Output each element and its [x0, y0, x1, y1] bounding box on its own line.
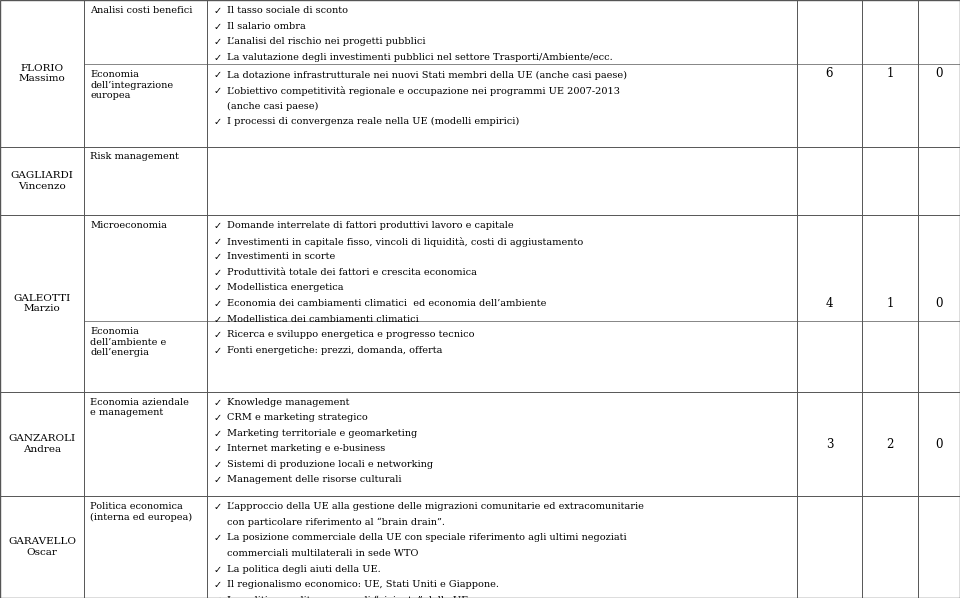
- Text: Il salario ombra: Il salario ombra: [227, 22, 305, 30]
- Text: 4: 4: [826, 297, 833, 310]
- Text: ✓: ✓: [213, 86, 221, 96]
- Text: 1: 1: [886, 67, 894, 80]
- Text: 6: 6: [826, 67, 833, 80]
- Text: Risk management: Risk management: [90, 152, 180, 161]
- Text: I processi di convergenza reale nella UE (modelli empirici): I processi di convergenza reale nella UE…: [227, 117, 518, 126]
- Text: Modellistica energetica: Modellistica energetica: [227, 283, 343, 292]
- Text: 0: 0: [935, 67, 943, 80]
- Text: con particolare riferimento al “brain drain”.: con particolare riferimento al “brain dr…: [227, 518, 444, 527]
- Text: Fonti energetiche: prezzi, domanda, offerta: Fonti energetiche: prezzi, domanda, offe…: [227, 346, 442, 355]
- Text: La posizione commerciale della UE con speciale riferimento agli ultimi negoziati: La posizione commerciale della UE con sp…: [227, 533, 626, 542]
- Text: ✓: ✓: [213, 221, 221, 231]
- Text: ✓: ✓: [213, 346, 221, 356]
- Text: ✓: ✓: [213, 460, 221, 470]
- Text: ✓: ✓: [213, 330, 221, 340]
- Text: Domande interrelate di fattori produttivi lavoro e capitale: Domande interrelate di fattori produttiv…: [227, 221, 514, 230]
- Text: La politica degli aiuti della UE.: La politica degli aiuti della UE.: [227, 565, 380, 573]
- Text: ✓: ✓: [213, 22, 221, 32]
- Text: Produttività totale dei fattori e crescita economica: Produttività totale dei fattori e cresci…: [227, 268, 476, 277]
- Text: ✓: ✓: [213, 533, 221, 544]
- Text: ✓: ✓: [213, 283, 221, 294]
- Text: Management delle risorse culturali: Management delle risorse culturali: [227, 475, 401, 484]
- Text: Il tasso sociale di sconto: Il tasso sociale di sconto: [227, 6, 348, 15]
- Text: ✓: ✓: [213, 596, 221, 598]
- Text: ✓: ✓: [213, 53, 221, 63]
- Text: ✓: ✓: [213, 71, 221, 81]
- Text: Politica economica
(interna ed europea): Politica economica (interna ed europea): [90, 502, 192, 522]
- Text: GAGLIARDI
Vincenzo: GAGLIARDI Vincenzo: [11, 171, 74, 191]
- Text: Modellistica dei cambiamenti climatici: Modellistica dei cambiamenti climatici: [227, 315, 419, 324]
- Text: 0: 0: [935, 438, 943, 450]
- Text: ✓: ✓: [213, 237, 221, 247]
- Text: Investimenti in capitale fisso, vincoli di liquidità, costi di aggiustamento: Investimenti in capitale fisso, vincoli …: [227, 237, 583, 246]
- Text: Economia
dell’integrazione
europea: Economia dell’integrazione europea: [90, 71, 174, 100]
- Text: ✓: ✓: [213, 117, 221, 127]
- Text: La politica mediterranea e di “vicinato” della UE: La politica mediterranea e di “vicinato”…: [227, 596, 468, 598]
- Text: ✓: ✓: [213, 413, 221, 423]
- Text: ✓: ✓: [213, 268, 221, 278]
- Text: Il regionalismo economico: UE, Stati Uniti e Giappone.: Il regionalismo economico: UE, Stati Uni…: [227, 580, 498, 589]
- Text: 0: 0: [935, 297, 943, 310]
- Text: 1: 1: [886, 297, 894, 310]
- Text: Economia aziendale
e management: Economia aziendale e management: [90, 398, 189, 417]
- Text: ✓: ✓: [213, 565, 221, 575]
- Text: L’obiettivo competitività regionale e occupazione nei programmi UE 2007-2013: L’obiettivo competitività regionale e oc…: [227, 86, 619, 96]
- Text: Internet marketing e e-business: Internet marketing e e-business: [227, 444, 385, 453]
- Text: CRM e marketing strategico: CRM e marketing strategico: [227, 413, 368, 422]
- Text: GARAVELLO
Oscar: GARAVELLO Oscar: [9, 538, 76, 557]
- Text: 2: 2: [886, 438, 894, 450]
- Text: L’approccio della UE alla gestione delle migrazioni comunitarie ed extracomunita: L’approccio della UE alla gestione delle…: [227, 502, 643, 511]
- Text: FLORIO
Massimo: FLORIO Massimo: [19, 63, 65, 83]
- Text: Sistemi di produzione locali e networking: Sistemi di produzione locali e networkin…: [227, 460, 433, 469]
- Text: GALEOTTI
Marzio: GALEOTTI Marzio: [13, 294, 71, 313]
- Text: Microeconomia: Microeconomia: [90, 221, 167, 230]
- Text: commerciali multilaterali in sede WTO: commerciali multilaterali in sede WTO: [227, 549, 418, 558]
- Text: Economia dei cambiamenti climatici  ed economia dell’ambiente: Economia dei cambiamenti climatici ed ec…: [227, 299, 546, 308]
- Text: ✓: ✓: [213, 252, 221, 263]
- Text: La dotazione infrastrutturale nei nuovi Stati membri della UE (anche casi paese): La dotazione infrastrutturale nei nuovi …: [227, 71, 627, 80]
- Text: ✓: ✓: [213, 398, 221, 408]
- Text: ✓: ✓: [213, 299, 221, 309]
- Text: La valutazione degli investimenti pubblici nel settore Trasporti/Ambiente/ecc.: La valutazione degli investimenti pubbli…: [227, 53, 612, 62]
- Text: Economia
dell’ambiente e
dell’energia: Economia dell’ambiente e dell’energia: [90, 327, 166, 357]
- Text: ✓: ✓: [213, 580, 221, 590]
- Text: Knowledge management: Knowledge management: [227, 398, 349, 407]
- Text: Analisi costi benefici: Analisi costi benefici: [90, 6, 193, 15]
- Text: (anche casi paese): (anche casi paese): [227, 102, 318, 111]
- Text: ✓: ✓: [213, 444, 221, 454]
- Text: ✓: ✓: [213, 37, 221, 47]
- Text: Ricerca e sviluppo energetica e progresso tecnico: Ricerca e sviluppo energetica e progress…: [227, 330, 474, 339]
- Text: Marketing territoriale e geomarketing: Marketing territoriale e geomarketing: [227, 429, 417, 438]
- Text: 3: 3: [826, 438, 833, 450]
- Text: GANZAROLI
Andrea: GANZAROLI Andrea: [9, 434, 76, 454]
- Text: ✓: ✓: [213, 315, 221, 325]
- Text: ✓: ✓: [213, 475, 221, 486]
- Text: L’analisi del rischio nei progetti pubblici: L’analisi del rischio nei progetti pubbl…: [227, 37, 425, 46]
- Text: Investimenti in scorte: Investimenti in scorte: [227, 252, 335, 261]
- Text: ✓: ✓: [213, 429, 221, 439]
- Text: ✓: ✓: [213, 502, 221, 512]
- Text: ✓: ✓: [213, 6, 221, 16]
